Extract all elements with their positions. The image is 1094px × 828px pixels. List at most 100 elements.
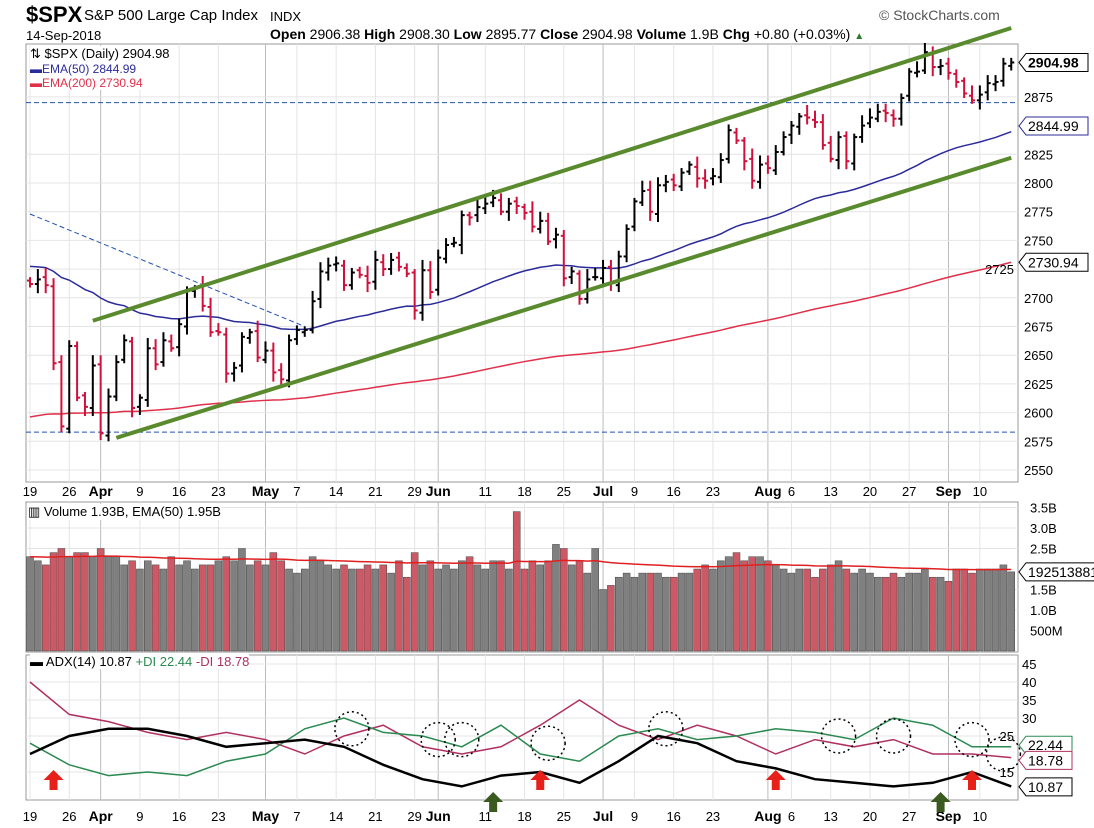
x-tick-label: 7 [293,809,300,824]
volume-bar [724,556,733,652]
volume-bar [607,585,615,652]
y-tick-label: 35 [1022,693,1036,708]
volume-bar [567,564,576,652]
volume-bar [772,564,780,652]
y-tick-label: 25 [1000,729,1014,744]
volume-bar [858,568,866,652]
volume-bar [662,576,670,652]
symbol: $SPX [26,2,83,27]
x-tick-label: 26 [62,809,76,824]
crossover-circle [820,718,857,754]
volume-bar [403,576,411,652]
y-tick-label: 45 [1022,657,1036,672]
volume-bar [936,576,945,652]
x-tick-label: 16 [172,484,186,499]
volume-bar [1007,571,1015,652]
y-tick-label: 2725 [985,262,1014,277]
volume-last-label: 1925138816 [1028,564,1094,580]
y-tick-label: 2.5B [1030,542,1057,557]
volume-bar [630,576,639,652]
x-tick-label: 27 [902,809,916,824]
volume-bar [999,564,1008,652]
ema50-last-label: 2844.99 [1028,118,1079,134]
volume-bar [96,548,105,652]
volume-bar [191,568,199,652]
volume-bar [819,568,827,652]
y-tick-label: 40 [1022,675,1036,690]
volume-bar [73,552,81,652]
volume-bar [717,560,725,652]
x-tick-label: 11 [479,484,493,499]
volume-bar [560,548,568,652]
x-tick-label: Apr [89,483,114,499]
volume-bar [206,564,215,652]
volume-bar [81,552,89,652]
volume-bar [363,564,372,652]
ohlc-icon: ⇅ [30,46,41,61]
volume-bar [677,572,686,652]
volume-bar [144,560,152,652]
volume-bar [756,556,764,652]
volume-bar [34,560,42,652]
y-tick-label: 1.0B [1030,603,1057,618]
volume-bar [505,568,513,652]
x-tick-label: 16 [666,484,680,499]
y-tick-label: 500M [1030,624,1063,639]
ema200-legend: EMA(200) 2730.94 [42,76,143,90]
exchange: INDX [270,9,302,24]
volume-bar [520,568,529,652]
volume-bar [222,556,230,652]
volume-bar [450,568,458,652]
volume-legend-title: Volume 1.93B, EMA(50) 1.95B [43,504,221,519]
volume-bar [395,560,403,652]
copyright[interactable]: © StockCharts.com [879,7,1000,23]
volume-bar [944,581,953,652]
x-tick-label: 7 [293,484,300,499]
x-tick-label: May [252,808,279,824]
last-close-label-box [1018,52,1089,72]
ema200-line [29,261,1012,418]
x-tick-label: 10 [973,809,987,824]
y-tick-label: 2800 [1024,176,1053,191]
x-tick-label: 23 [211,809,225,824]
x-tick-label: 18 [517,484,531,499]
ema50-line [29,130,1012,331]
pdi-legend: +DI 22.44 [135,654,193,669]
volume-bar [442,564,450,652]
volume-bar [638,572,647,652]
x-tick-label: 20 [863,809,877,824]
volume-bar [803,568,811,652]
mdi-last-label: 18.78 [1028,752,1063,768]
volume-bar [874,576,882,652]
y-tick-label: 2700 [1024,291,1053,306]
crossover-circle [530,725,566,761]
volume-bar [301,568,309,652]
volume-bar [826,564,835,652]
volume-bar [881,576,890,652]
volume-bar [379,564,387,652]
crossover-circle [444,721,480,758]
chg-value: +0.80 (+0.03%) [753,26,851,42]
volume-bar [49,552,58,652]
panel-frame [25,43,1019,483]
x-tick-label: 23 [706,484,720,499]
red-up-arrow-icon [962,770,982,790]
x-tick-label: 9 [136,484,143,499]
volume-bar [905,572,913,652]
y-tick-label: 2600 [1024,406,1053,421]
crossover-circle [954,721,990,758]
volume-bar [748,556,756,652]
volume-bar [151,564,160,652]
trend-dashed-line [29,213,305,327]
ema50-legend: EMA(50) 2844.99 [42,62,137,76]
x-tick-label: 23 [706,809,720,824]
x-tick-label: 13 [823,809,837,824]
volume-bar [889,572,898,652]
x-tick-label: 20 [863,484,877,499]
volume-bar [316,560,325,652]
volume-bar [779,568,788,652]
red-up-arrow-icon [43,770,64,790]
volume-bar [615,576,623,652]
volume-bar [418,564,427,652]
